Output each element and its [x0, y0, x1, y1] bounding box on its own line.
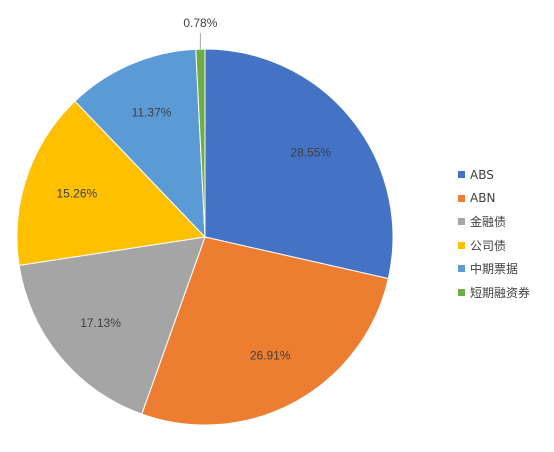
data-labels: 28.55% 26.91% 17.13% 15.26% 11.37% 0.78%: [57, 16, 332, 363]
data-label-5: 0.78%: [183, 16, 217, 30]
pie-slice-2: [18, 236, 206, 415]
pie-slice-4: [74, 48, 206, 239]
legend-label-2: 金融债: [470, 215, 507, 230]
data-label-0: 28.55%: [290, 146, 331, 160]
legend-label-3: 公司债: [470, 238, 507, 253]
pie-slice-1: [141, 236, 389, 426]
legend-label-5: 短期融资券: [470, 285, 531, 300]
legend: ABS ABN 金融债公司债中期票据短期融资券: [458, 163, 530, 304]
data-label-4: 11.37%: [132, 106, 172, 120]
legend-label-4: 中期票据: [470, 262, 519, 277]
legend-label-1: ABN: [470, 191, 496, 206]
legend-item-2: 金融债: [458, 210, 530, 234]
data-label-2: 17.13%: [80, 316, 121, 330]
data-label-3: 15.26%: [57, 186, 98, 200]
legend-swatch-1: [458, 194, 465, 202]
pie-slices: [16, 48, 394, 426]
legend-item-4: 中期票据: [458, 257, 530, 281]
legend-item-0: ABS: [458, 163, 530, 187]
data-label-1: 26.91%: [250, 349, 291, 363]
legend-swatch-2: [458, 218, 465, 226]
legend-swatch-4: [458, 265, 465, 273]
legend-swatch-5: [458, 288, 465, 296]
pie-slice-3: [16, 100, 207, 266]
legend-item-5: 短期融资券: [458, 281, 530, 305]
pie-slice-0: [204, 48, 394, 280]
legend-swatch-0: [458, 171, 465, 179]
legend-item-3: 公司债: [458, 234, 530, 258]
legend-item-1: ABN: [458, 187, 530, 211]
legend-label-0: ABS: [470, 167, 494, 182]
legend-swatch-3: [458, 241, 465, 249]
